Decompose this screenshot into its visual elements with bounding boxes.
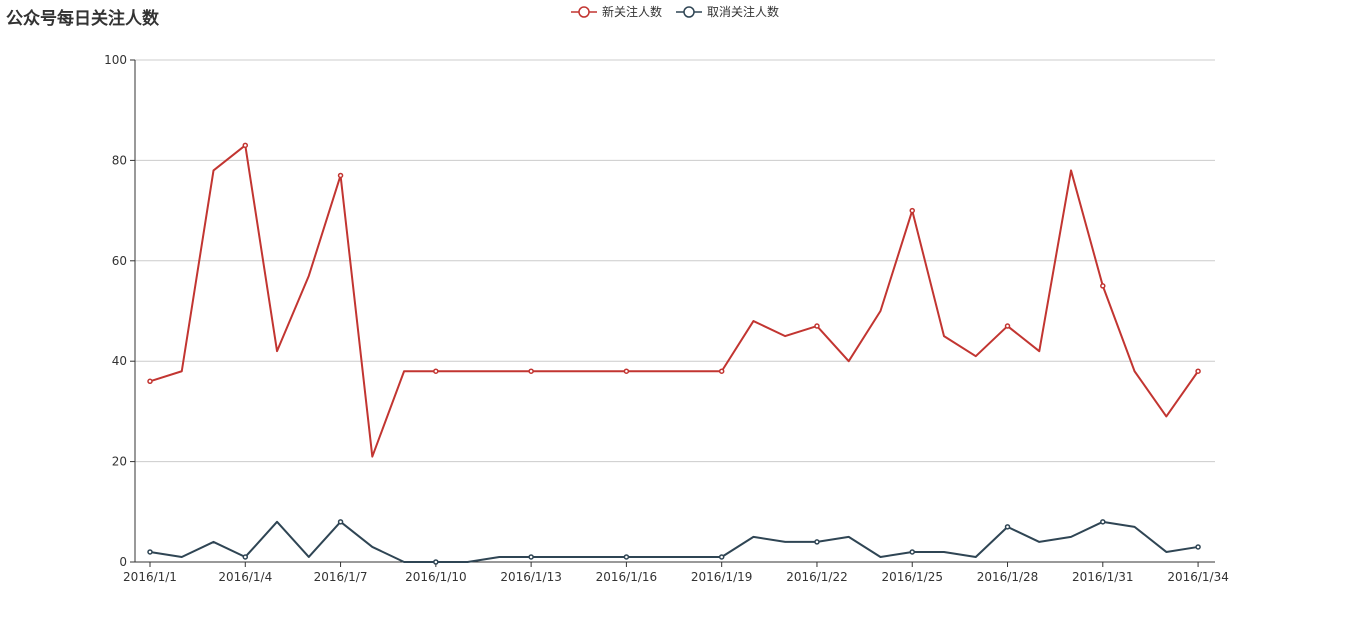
data-point[interactable]: [1004, 323, 1011, 329]
x-tick-label: 2016/1/13: [500, 570, 562, 584]
data-point[interactable]: [1100, 283, 1106, 289]
x-tick-label: 2016/1/10: [405, 570, 467, 584]
y-tick-label: 80: [112, 153, 127, 167]
y-tick-label: 100: [104, 53, 127, 67]
x-tick-label: 2016/1/1: [123, 570, 177, 584]
data-point[interactable]: [528, 368, 534, 374]
data-point[interactable]: [623, 554, 630, 560]
legend: 新关注人数 取消关注人数: [0, 3, 1350, 20]
series-line-unfollowers: [149, 520, 1199, 563]
y-tick-label: 60: [112, 254, 127, 268]
x-tick-label: 2016/1/34: [1167, 570, 1229, 584]
data-point[interactable]: [1004, 524, 1011, 530]
y-tick-label: 20: [112, 455, 127, 469]
legend-line-circle-icon: [570, 5, 597, 18]
data-point[interactable]: [242, 554, 249, 560]
data-point[interactable]: [242, 142, 249, 149]
legend-item-new-followers[interactable]: 新关注人数: [570, 3, 662, 20]
x-tick-label: 2016/1/31: [1072, 570, 1134, 584]
data-point[interactable]: [814, 539, 820, 545]
x-tick-label: 2016/1/16: [596, 570, 658, 584]
chart-title: 公众号每日关注人数: [6, 9, 159, 29]
data-point[interactable]: [909, 549, 915, 555]
data-point[interactable]: [1195, 544, 1201, 550]
data-point[interactable]: [147, 549, 153, 555]
x-tick-label: 2016/1/19: [691, 570, 753, 584]
data-point[interactable]: [147, 378, 153, 385]
x-tick-label: 2016/1/4: [218, 570, 272, 584]
data-point[interactable]: [433, 559, 439, 565]
series-line-new-followers: [149, 144, 1199, 458]
data-point[interactable]: [1195, 368, 1201, 374]
data-point[interactable]: [623, 368, 630, 374]
data-point[interactable]: [337, 519, 344, 525]
data-point[interactable]: [718, 554, 725, 560]
y-tick-label: 0: [119, 555, 127, 569]
legend-line-circle-icon: [676, 5, 702, 18]
legend-label-unfollowers: 取消关注人数: [707, 5, 780, 19]
data-point[interactable]: [1100, 519, 1106, 525]
x-tick-label: 2016/1/25: [881, 570, 943, 584]
y-tick-label: 40: [112, 354, 127, 368]
x-tick-label: 2016/1/28: [977, 570, 1039, 584]
x-tick-label: 2016/1/7: [314, 570, 368, 584]
data-point[interactable]: [909, 207, 915, 214]
data-point[interactable]: [528, 554, 534, 560]
data-point[interactable]: [814, 323, 820, 329]
legend-item-unfollowers[interactable]: 取消关注人数: [676, 3, 779, 20]
data-point[interactable]: [718, 368, 725, 374]
data-point[interactable]: [337, 172, 344, 179]
x-tick-label: 2016/1/22: [786, 570, 848, 584]
data-point[interactable]: [433, 368, 439, 374]
legend-label-new-followers: 新关注人数: [601, 5, 662, 19]
